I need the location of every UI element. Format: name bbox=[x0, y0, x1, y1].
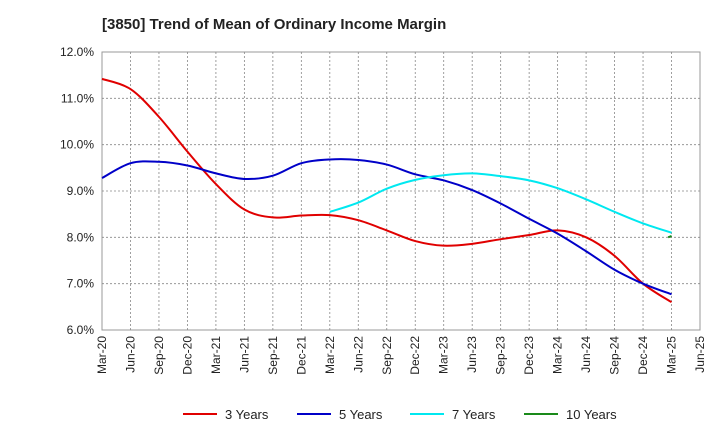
y-tick-label: 7.0% bbox=[67, 277, 95, 291]
x-tick-label: Sep-20 bbox=[152, 336, 166, 375]
y-tick-label: 9.0% bbox=[67, 184, 95, 198]
x-tick-label: Sep-22 bbox=[380, 336, 394, 375]
legend-label-5-years: 5 Years bbox=[339, 407, 383, 422]
x-tick-label: Mar-24 bbox=[551, 336, 565, 374]
x-tick-label: Jun-25 bbox=[693, 336, 707, 373]
x-tick-label: Dec-24 bbox=[636, 336, 650, 375]
x-axis-ticks: Mar-20 Jun-20 Sep-20 Dec-20 Mar-21 Jun-21 Sep-… bbox=[95, 336, 707, 375]
y-tick-label: 11.0% bbox=[61, 91, 94, 105]
x-tick-label: Dec-20 bbox=[180, 336, 194, 375]
x-tick-label: Mar-20 bbox=[95, 336, 109, 374]
x-tick-label: Sep-23 bbox=[494, 336, 508, 375]
y-tick-label: 12.0% bbox=[60, 45, 94, 59]
x-tick-label: Sep-21 bbox=[266, 336, 280, 375]
x-tick-label: Jun-20 bbox=[123, 336, 137, 373]
x-tick-label: Dec-22 bbox=[408, 336, 422, 375]
x-tick-label: Jun-21 bbox=[237, 336, 251, 373]
x-tick-label: Dec-23 bbox=[522, 336, 536, 375]
series-line-3-years bbox=[101, 77, 673, 304]
series-line-10-years bbox=[667, 235, 672, 239]
y-tick-label: 8.0% bbox=[67, 230, 95, 244]
x-tick-label: Dec-21 bbox=[294, 336, 308, 375]
x-tick-label: Jun-23 bbox=[465, 336, 479, 373]
x-tick-label: Mar-25 bbox=[665, 336, 679, 374]
y-tick-label: 10.0% bbox=[60, 138, 94, 152]
y-tick-label: 6.0% bbox=[67, 323, 95, 337]
legend-label-10-years: 10 Years bbox=[566, 407, 617, 422]
x-tick-label: Jun-24 bbox=[579, 336, 593, 373]
series-line-5-years bbox=[101, 158, 672, 296]
x-tick-label: Jun-22 bbox=[351, 336, 365, 373]
series-line-7-years bbox=[329, 172, 672, 234]
x-tick-label: Mar-23 bbox=[437, 336, 451, 374]
chart-title: [3850] Trend of Mean of Ordinary Income … bbox=[102, 16, 447, 33]
legend-label-3-years: 3 Years bbox=[225, 407, 269, 422]
x-tick-label: Sep-24 bbox=[608, 336, 622, 375]
legend: 3 Years 5 Years 7 Years 10 Years bbox=[183, 407, 617, 422]
legend-label-7-years: 7 Years bbox=[452, 407, 496, 422]
series-lines bbox=[101, 77, 673, 304]
x-tick-label: Mar-22 bbox=[323, 336, 337, 374]
y-axis-ticks: 6.0% 7.0% 8.0% 9.0% 10.0% 11.0% 12.0% bbox=[60, 45, 94, 337]
x-tick-label: Mar-21 bbox=[209, 336, 223, 374]
